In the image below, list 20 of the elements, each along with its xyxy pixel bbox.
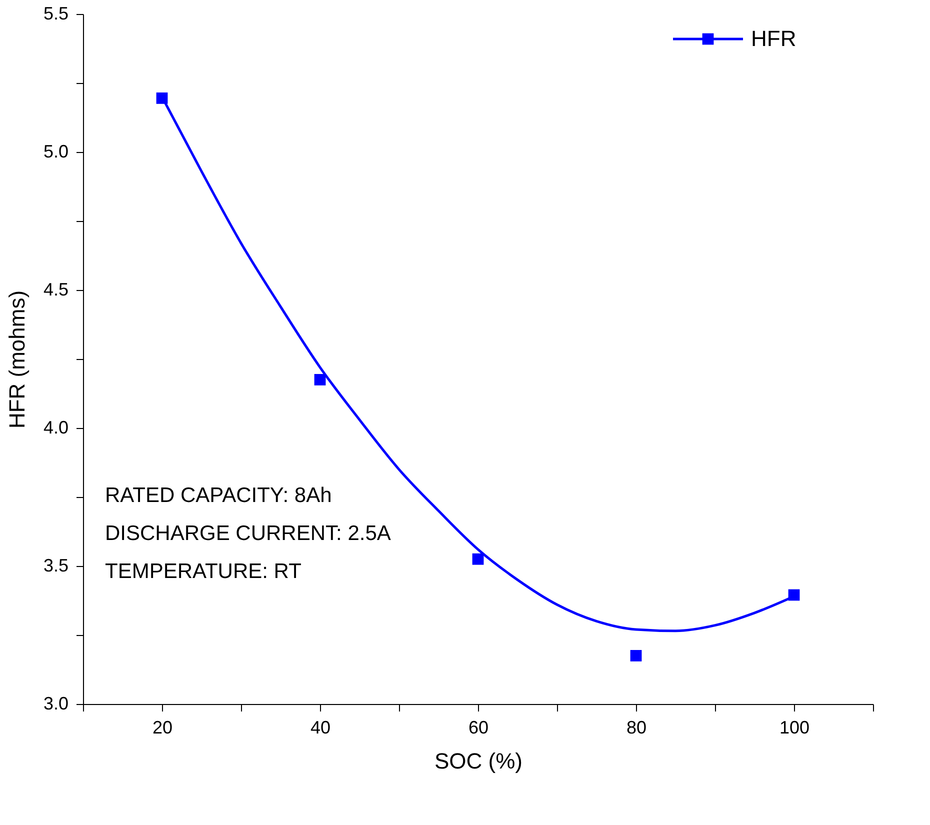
y-tick-label: 3.0: [43, 694, 68, 714]
y-tick-label: 3.5: [43, 556, 68, 576]
y-axis-title: HFR (mohms): [4, 290, 30, 429]
x-tick-label: 60: [468, 718, 489, 738]
annotation: RATED CAPACITY: 8Ah: [105, 484, 332, 507]
x-tick-label: 40: [310, 718, 331, 738]
point: [630, 650, 642, 662]
legend-label: HFR: [751, 26, 796, 51]
point: [472, 553, 484, 565]
y-tick-label: 4.5: [43, 280, 68, 300]
y-tick-label: 4.0: [43, 418, 68, 438]
point: [314, 374, 326, 386]
annotation: TEMPERATURE: RT: [105, 560, 302, 583]
x-tick-label: 100: [779, 718, 810, 738]
y-tick-label: 5.0: [43, 142, 68, 162]
x-tick-label: 20: [152, 718, 173, 738]
x-tick-label: 80: [626, 718, 647, 738]
annotation: DISCHARGE CURRENT: 2.5A: [105, 522, 391, 545]
x-axis-title: SOC (%): [434, 748, 522, 774]
y-tick-label: 5.5: [43, 4, 68, 24]
